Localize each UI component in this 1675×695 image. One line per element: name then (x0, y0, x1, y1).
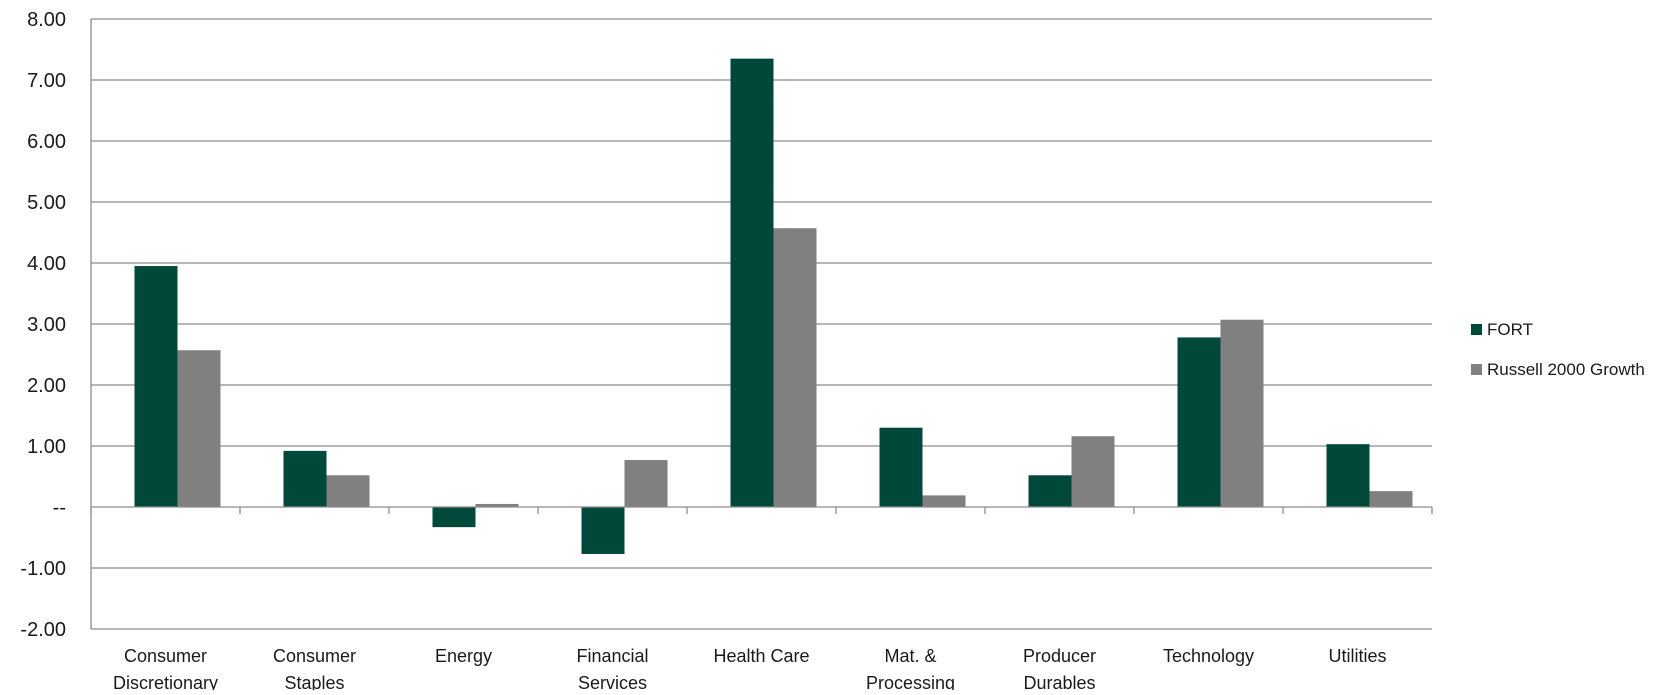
bars (134, 58, 1413, 554)
x-category-labels: Consumer Discretionary Consumer Staples Ener… (113, 646, 1387, 693)
bar-fort (1177, 337, 1221, 507)
legend-label: Russell 2000 Growth (1487, 360, 1645, 379)
bar-russell-2000-growth (177, 350, 221, 507)
y-tick-label: -2.00 (20, 619, 66, 641)
bar-fort (730, 58, 774, 508)
legend: FORT Russell 2000 Growth (1471, 320, 1645, 379)
y-tick-labels: 8.00 7.00 6.00 5.00 4.00 3.00 2.00 1.00 -- -1.00 -… (20, 9, 66, 641)
bar-fort (283, 450, 327, 507)
bar-fort (581, 507, 625, 554)
y-tick-label: -- (53, 497, 66, 519)
y-tick-label: 6.00 (27, 131, 66, 153)
x-category-label: Discretionary (113, 673, 218, 690)
axes (90, 19, 1433, 629)
x-category-label: Durables (1023, 673, 1095, 690)
bar-russell-2000-growth (475, 503, 519, 507)
x-category-label: Technology (1163, 646, 1254, 666)
bar-russell-2000-growth (922, 495, 966, 507)
bar-russell-2000-growth (326, 475, 370, 507)
y-tick-label: 3.00 (27, 314, 66, 336)
y-tick-label: 1.00 (27, 436, 66, 458)
x-category-label: Energy (435, 646, 492, 666)
x-category-label: Financial (576, 646, 648, 666)
y-tick-label: 7.00 (27, 70, 66, 92)
x-category-label: Producer (1023, 646, 1096, 666)
x-category-label: Health Care (713, 646, 809, 666)
x-category-label: Mat. & (884, 646, 936, 666)
y-tick-label: 2.00 (27, 375, 66, 397)
bar-fort (1028, 475, 1072, 507)
bar-fort (432, 507, 476, 528)
bar-russell-2000-growth (773, 228, 817, 508)
x-category-label: Consumer (273, 646, 356, 666)
bar-fort (1326, 444, 1370, 507)
x-category-label: Utilities (1328, 646, 1386, 666)
x-category-label: Staples (284, 673, 344, 690)
y-tick-label: 4.00 (27, 253, 66, 275)
legend-swatch (1471, 364, 1482, 375)
x-category-label: Processing (866, 673, 955, 690)
y-tick-label: 8.00 (27, 9, 66, 31)
legend-swatch (1471, 324, 1482, 335)
bar-russell-2000-growth (1220, 319, 1264, 507)
y-tick-label: -1.00 (20, 558, 66, 580)
bar-russell-2000-growth (1071, 436, 1115, 507)
y-tick-label: 5.00 (27, 192, 66, 214)
x-category-label: Consumer (124, 646, 207, 666)
bar-fort (134, 266, 178, 507)
bar-russell-2000-growth (624, 460, 668, 507)
x-category-label: Services (578, 673, 647, 690)
bar-fort (879, 427, 923, 507)
legend-label: FORT (1487, 320, 1533, 339)
bar-russell-2000-growth (1369, 491, 1413, 507)
